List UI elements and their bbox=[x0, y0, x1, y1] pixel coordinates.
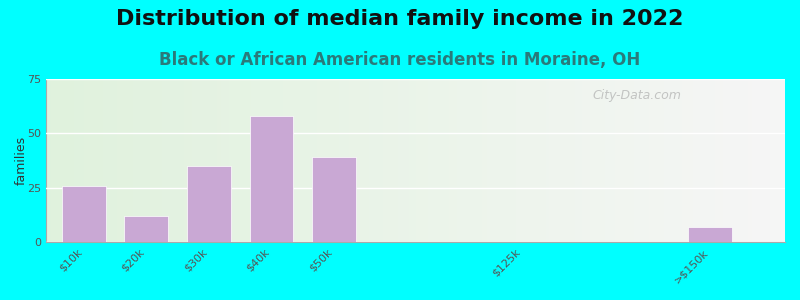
Bar bbox=[688, 227, 732, 242]
Text: City-Data.com: City-Data.com bbox=[593, 88, 682, 102]
Bar bbox=[62, 186, 106, 242]
Text: Black or African American residents in Moraine, OH: Black or African American residents in M… bbox=[159, 51, 641, 69]
Text: Distribution of median family income in 2022: Distribution of median family income in … bbox=[116, 9, 684, 29]
Bar bbox=[250, 116, 294, 242]
Bar bbox=[187, 166, 230, 242]
Bar bbox=[312, 157, 356, 242]
Y-axis label: families: families bbox=[15, 136, 28, 185]
Bar bbox=[124, 216, 168, 242]
